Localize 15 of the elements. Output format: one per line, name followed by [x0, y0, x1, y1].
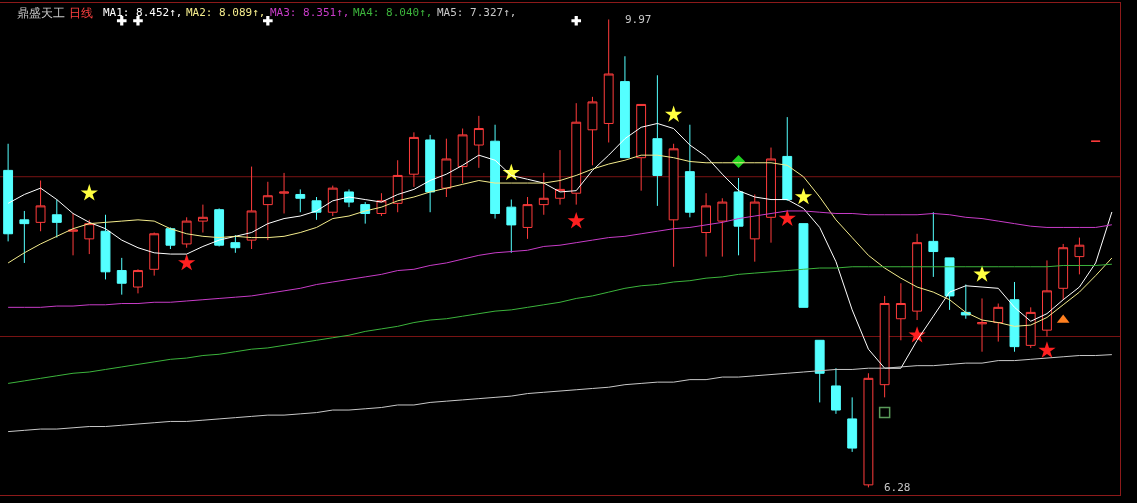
candlestick [960, 284, 971, 320]
candlestick [1074, 237, 1085, 275]
candlestick [3, 143, 14, 242]
candlestick [1042, 259, 1052, 337]
candlestick [977, 297, 987, 353]
point [1038, 341, 1056, 358]
point [973, 265, 991, 282]
candlestick [1009, 281, 1020, 353]
candlestick [944, 257, 955, 311]
point [908, 326, 926, 343]
candlestick [993, 303, 1004, 343]
candlestick [1025, 306, 1036, 349]
candlestick [912, 233, 923, 321]
candlestick [1058, 243, 1069, 301]
candlestick [928, 211, 939, 278]
